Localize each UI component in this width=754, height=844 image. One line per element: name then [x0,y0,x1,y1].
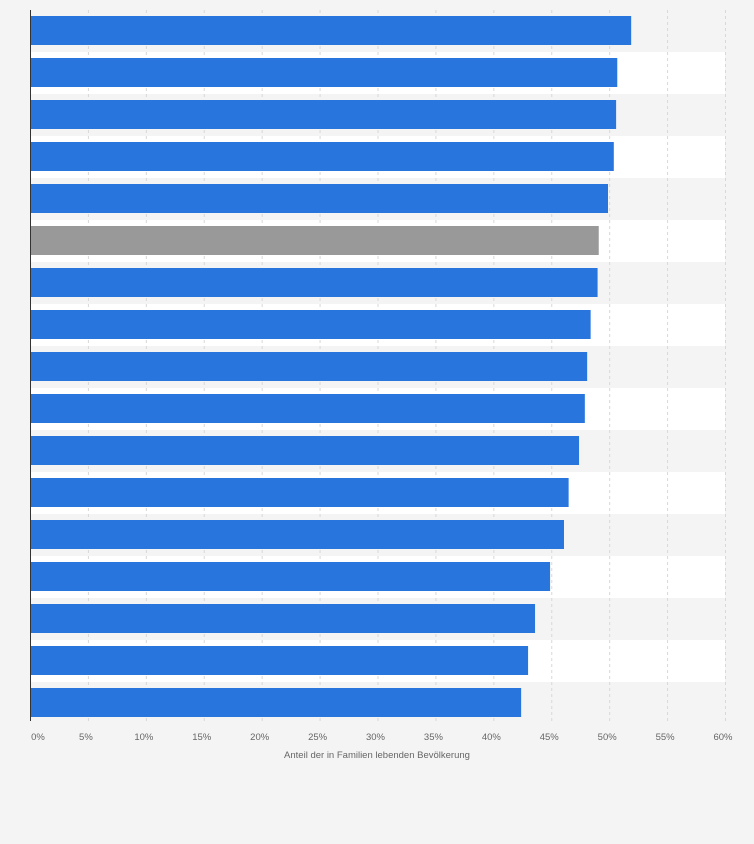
x-tick-label: 60% [713,732,733,743]
bar[interactable] [30,58,618,87]
bar-highlighted[interactable] [30,226,599,255]
bar[interactable] [30,184,609,213]
bar[interactable] [30,436,580,465]
bar[interactable] [30,142,614,171]
bar[interactable] [30,646,529,675]
bar[interactable] [30,562,551,591]
x-tick-labels: 0% 5% 10% 15% 20% 25% 30% 35% 40% 45% 50% 55% 60% [31,732,733,743]
bar[interactable] [30,16,632,45]
x-tick-label: 30% [366,732,386,743]
x-axis-label: Anteil der in Familien lebenden Bevölker… [284,750,470,761]
x-tick-label: 25% [308,732,328,743]
bar[interactable] [30,688,522,717]
x-tick-label: 50% [598,732,618,743]
bar[interactable] [30,478,569,507]
x-tick-label: 0% [31,732,45,743]
bar[interactable] [30,310,591,339]
x-tick-label: 20% [250,732,270,743]
bar[interactable] [30,352,588,381]
x-tick-label: 15% [192,732,212,743]
bar[interactable] [30,604,536,633]
bar[interactable] [30,394,585,423]
bar[interactable] [30,268,598,297]
x-tick-label: 5% [79,732,93,743]
x-tick-label: 40% [482,732,502,743]
x-tick-label: 10% [134,732,154,743]
bar[interactable] [30,100,617,129]
bars [30,16,632,717]
bar[interactable] [30,520,564,549]
x-tick-label: 35% [424,732,444,743]
x-tick-label: 55% [656,732,676,743]
x-tick-label: 45% [540,732,560,743]
